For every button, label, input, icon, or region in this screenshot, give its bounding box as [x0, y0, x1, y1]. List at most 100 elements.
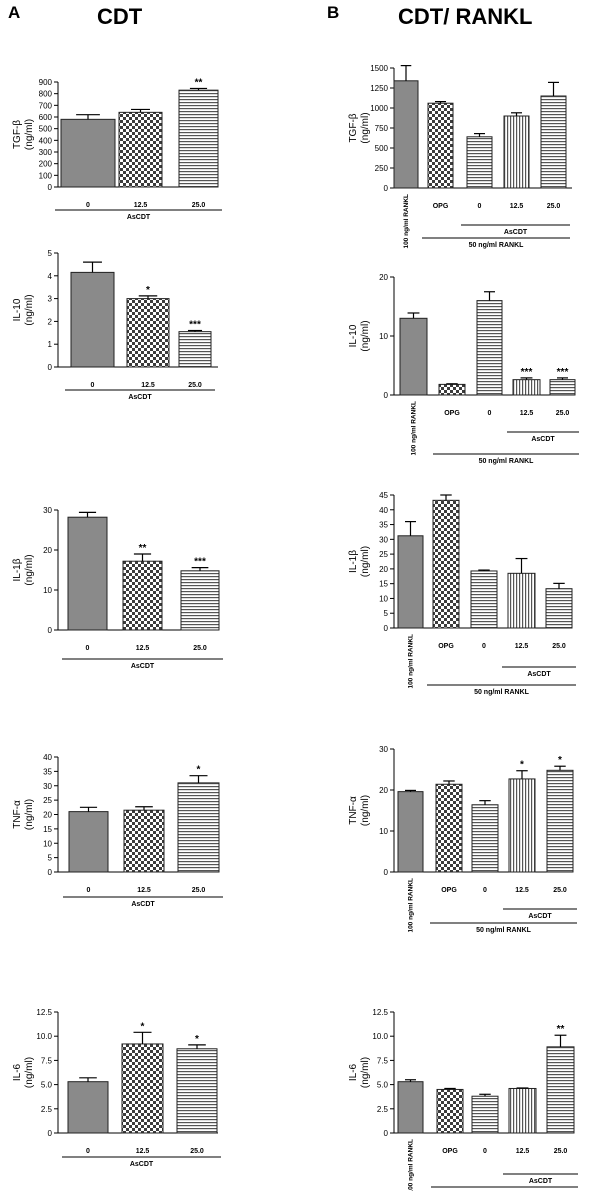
group-label: 50 ng/ml RANKL [479, 458, 535, 465]
y-tick-label: 1500 [370, 64, 388, 73]
y-tick-label: 200 [39, 160, 53, 169]
chart-8-a: 0 2.5 5.0 7.5 10.0 12.5 IL-6(ng/ml) 0 * 12.5 * 25.0… [12, 1008, 221, 1168]
x-tick-label: 0 [483, 887, 487, 894]
group-label: 50 ng/ml RANKL [476, 927, 532, 934]
x-tick-label: OPG [441, 887, 457, 894]
x-tick-label: OPG [438, 643, 454, 650]
x-tick-label: 25.0 [556, 410, 570, 417]
y-tick-label: 0 [48, 183, 53, 192]
y-axis-label: IL-10(ng/ml) [12, 294, 35, 325]
bar [60, 118, 116, 188]
x-tick-label: 25.0 [192, 202, 206, 209]
bar [122, 560, 163, 631]
y-axis-label-line: (ng/ml) [24, 119, 35, 150]
y-tick-label: 800 [39, 90, 53, 99]
bar [180, 570, 220, 631]
x-tick-label: 0 [483, 1148, 487, 1155]
y-tick-label: 15 [43, 825, 52, 834]
bar [68, 811, 109, 873]
bar [178, 331, 212, 368]
y-tick-label: 1250 [370, 84, 388, 93]
y-tick-label: 300 [39, 148, 53, 157]
bar [393, 80, 419, 189]
bar [397, 791, 424, 873]
group-label: AsCDT [528, 913, 552, 920]
y-axis-label: TGF-β(ng/ml) [12, 119, 35, 150]
panel-b-title: CDT/ RANKL [398, 4, 533, 29]
panel-a-letter: A [8, 3, 21, 22]
x-tick-label: 0 [86, 202, 90, 209]
bar [178, 89, 219, 188]
bar [435, 783, 463, 873]
significance-label: * [520, 760, 524, 771]
y-tick-label: 500 [375, 144, 389, 153]
bar [70, 271, 115, 368]
bar [176, 1048, 218, 1134]
bar [476, 300, 503, 396]
group-label: AsCDT [527, 671, 551, 678]
x-tick-label: 25.0 [554, 1148, 568, 1155]
y-tick-label: 2 [48, 317, 53, 326]
x-tick-label: 12.5 [134, 202, 148, 209]
significance-label: * [141, 1021, 145, 1032]
y-tick-label: 0 [384, 391, 389, 400]
y-tick-label: 0 [48, 626, 53, 635]
group-label: AsCDT [127, 214, 151, 221]
bar [397, 535, 424, 629]
bar [399, 317, 428, 396]
bar [123, 809, 165, 873]
significance-label: ** [557, 1024, 565, 1035]
bar [470, 570, 498, 629]
y-tick-label: 30 [379, 745, 388, 754]
y-tick-label: 20 [43, 811, 52, 820]
y-tick-label: 7.5 [41, 1056, 53, 1065]
bar [507, 572, 536, 629]
significance-label: ** [195, 77, 203, 88]
x-tick-label: 100 ng/ml RANKL [408, 634, 415, 689]
chart-1-b: 0 250 500 750 1000 1250 1500 TGF-β(ng/ml) 100 ng… [348, 64, 572, 249]
y-tick-label: 250 [375, 164, 389, 173]
y-axis-label-line: (ng/ml) [24, 554, 35, 585]
significance-label: * [195, 1034, 199, 1045]
x-tick-label: 25.0 [193, 645, 207, 652]
y-tick-label: 10 [379, 594, 388, 603]
y-tick-label: 25 [379, 550, 388, 559]
y-tick-label: 30 [43, 782, 52, 791]
y-tick-label: 750 [375, 124, 389, 133]
significance-label: * [146, 285, 150, 296]
y-axis-label: TNF-α(ng/ml) [12, 799, 35, 830]
x-tick-label: 25.0 [190, 1148, 204, 1155]
y-tick-label: 4 [48, 272, 53, 281]
y-tick-label: 900 [39, 78, 53, 87]
y-axis-label-line: (ng/ml) [360, 546, 371, 577]
bar [126, 298, 170, 368]
y-axis-label-line: TGF-β [348, 113, 359, 142]
y-tick-label: 0 [48, 363, 53, 372]
y-axis-label: IL-6(ng/ml) [12, 1057, 35, 1088]
y-axis-label: IL-10(ng/ml) [348, 320, 371, 351]
bar [67, 1081, 109, 1134]
bar [67, 516, 108, 631]
x-tick-label: 12.5 [520, 410, 534, 417]
bar [427, 102, 454, 189]
y-tick-label: 2.5 [41, 1105, 53, 1114]
bar [397, 1081, 424, 1134]
y-tick-label: 30 [379, 535, 388, 544]
y-tick-label: 500 [39, 125, 53, 134]
x-tick-label: 0 [87, 887, 91, 894]
significance-label: *** [189, 320, 201, 331]
y-tick-label: 1 [48, 340, 53, 349]
x-tick-label: 100 ng/ml RANKL [403, 194, 410, 249]
x-tick-label: 12.5 [515, 887, 529, 894]
y-tick-label: 7.5 [377, 1056, 389, 1065]
panel-b-letter: B [327, 3, 340, 22]
bar [436, 1088, 464, 1134]
y-axis-label-line: TNF-α [348, 796, 359, 825]
x-tick-label: 12.5 [136, 645, 150, 652]
x-tick-label: 25.0 [188, 382, 202, 389]
significance-label: ** [139, 543, 147, 554]
y-tick-label: 10 [379, 332, 388, 341]
chart-5-b: 0 5 10 15 20 25 30 35 40 45 IL-1β(ng/ml) 100 ng/ml … [348, 491, 576, 696]
y-tick-label: 5 [48, 249, 53, 258]
